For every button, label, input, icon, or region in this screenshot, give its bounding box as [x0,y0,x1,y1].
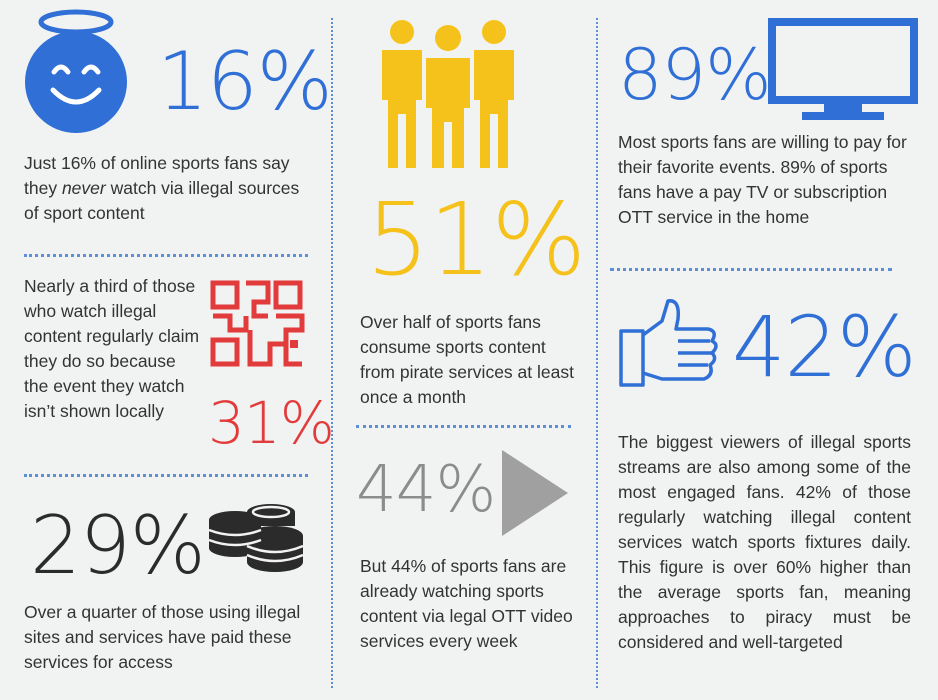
play-icon [500,448,570,538]
coins-icon [205,500,309,574]
stat-text-16: Just 16% of online sports fans say they … [24,153,300,223]
stat-text-31: Nearly a third of those who watch illega… [24,276,200,421]
qr-code-icon [210,280,306,368]
stat-text-44: But 44% of sports fans are already watch… [360,556,573,651]
row-divider [356,425,571,428]
stat-value-89: 89% [618,34,772,116]
stat-value-42: 42% [732,298,917,396]
thumbs-up-icon [618,295,723,390]
column-divider-right [596,18,598,688]
tv-icon [768,18,918,122]
stat-text-51: Over half of sports fans consume sports … [360,312,574,407]
stat-value-31: 31% [208,389,335,457]
stat-value-51: 51% [366,181,586,298]
row-divider [610,268,892,271]
row-divider [24,254,308,257]
stat-text-42: The biggest viewers of illegal sports st… [618,432,911,652]
column-divider-left [331,18,333,688]
people-icon [372,18,524,168]
halo-smiley-icon [20,6,132,136]
row-divider [24,474,308,477]
stat-value-16: 16% [157,35,333,128]
stat-value-29: 29% [30,499,206,592]
stat-value-44: 44% [356,453,496,527]
stat-text-29: Over a quarter of those using illegal si… [24,602,301,672]
stat-text-89: Most sports fans are willing to pay for … [618,132,907,227]
